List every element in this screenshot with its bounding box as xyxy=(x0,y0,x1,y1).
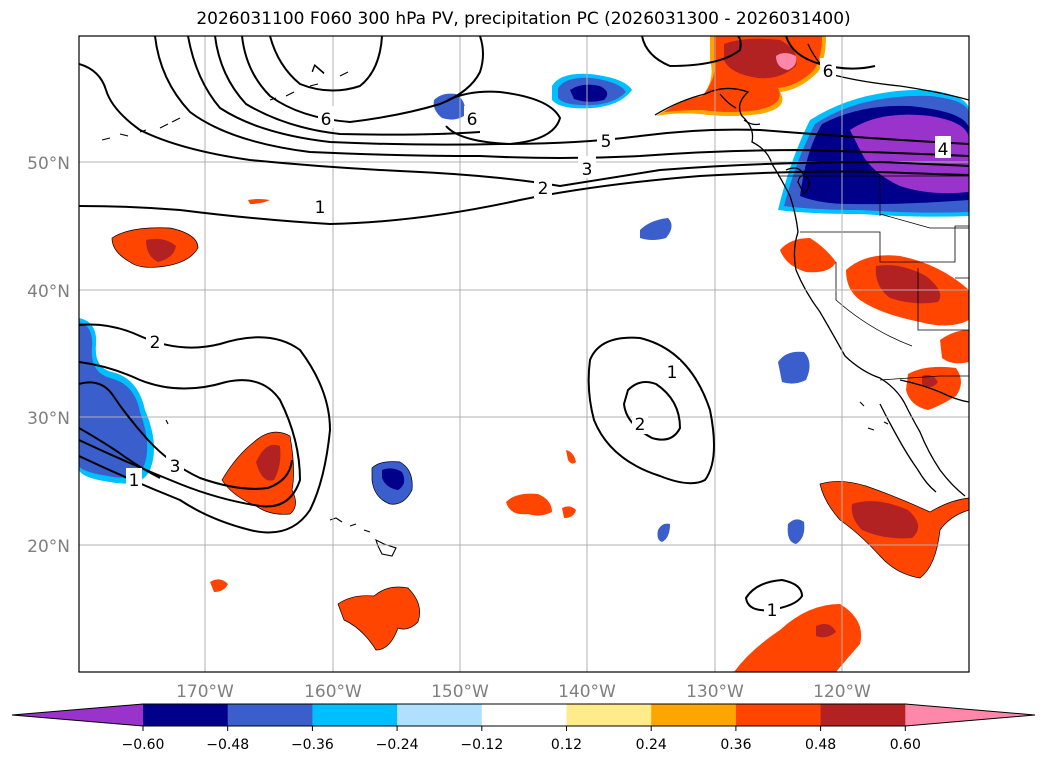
colorbar-tick-label: −0.36 xyxy=(291,737,334,753)
pv-label: 2 xyxy=(150,333,161,353)
map-title: 2026031100 F060 300 hPa PV, precipitatio… xyxy=(196,9,851,29)
pv-label: 2 xyxy=(538,179,549,199)
pv-label: 6 xyxy=(823,62,834,82)
pv-label: 1 xyxy=(315,198,326,218)
pv-label: 2 xyxy=(635,415,646,435)
lon-label-170w: 170°W xyxy=(176,682,234,702)
colorbar-segment xyxy=(397,704,483,726)
pv-label: 5 xyxy=(601,132,612,152)
lon-label-140w: 140°W xyxy=(558,682,616,702)
pv-contour-labels: 7 6 6 6 5 4 3 2 1 2 3 1 1 2 1 xyxy=(126,58,951,621)
pv-label: 6 xyxy=(467,110,478,130)
colorbar-segment xyxy=(735,704,822,726)
colorbar-tick-label: 0.24 xyxy=(636,737,667,753)
lat-label-50n: 50°N xyxy=(27,154,70,174)
lon-label-150w: 150°W xyxy=(431,682,489,702)
pv-label: 1 xyxy=(767,601,778,621)
colorbar-segment xyxy=(227,704,313,726)
colorbar-tick-label: 0.12 xyxy=(551,737,582,753)
colorbar-segment xyxy=(143,704,229,726)
colorbar-extend-low xyxy=(12,704,143,726)
pv-label: 1 xyxy=(667,363,678,383)
positive-anomaly-shading xyxy=(112,36,969,672)
colorbar-segment xyxy=(481,704,567,726)
lon-label-130w: 130°W xyxy=(686,682,744,702)
lat-label-20n: 20°N xyxy=(27,537,70,557)
map-frame xyxy=(78,35,970,673)
colorbar-tick-label: 0.36 xyxy=(720,737,751,753)
pv-label: 6 xyxy=(321,110,332,130)
colorbar-tick-label: 0.60 xyxy=(890,737,921,753)
political-boundaries xyxy=(778,175,969,381)
pv-label: 4 xyxy=(938,140,949,160)
map-area: 7 6 6 6 5 4 3 2 1 2 3 1 1 2 1 xyxy=(79,36,969,672)
colorbar-segment xyxy=(312,704,398,726)
latitude-labels: 50°N 40°N 30°N 20°N xyxy=(27,154,70,557)
longitude-labels: 170°W 160°W 150°W 140°W 130°W 120°W xyxy=(176,682,871,702)
pv-label: 3 xyxy=(170,457,181,477)
lon-label-120w: 120°W xyxy=(813,682,871,702)
colorbar-tick-label: 0.48 xyxy=(805,737,836,753)
colorbar-tick-label: −0.24 xyxy=(376,737,419,753)
colorbar-segment xyxy=(566,704,652,726)
colorbar: −0.60 −0.48 −0.36 −0.24 −0.12 0.12 0.24 0.36 0.4… xyxy=(11,703,1036,753)
colorbar-extend-high xyxy=(905,704,1035,726)
colorbar-tick-label: −0.60 xyxy=(122,737,165,753)
colorbar-segment xyxy=(651,704,737,726)
lat-label-30n: 30°N xyxy=(27,409,70,429)
pv-label: 1 xyxy=(129,471,140,491)
colorbar-tick-label: −0.12 xyxy=(460,737,503,753)
pv-label: 3 xyxy=(582,160,593,180)
pv-contours xyxy=(79,36,969,612)
colorbar-tick-label: −0.48 xyxy=(206,737,249,753)
lat-label-40n: 40°N xyxy=(27,282,70,302)
colorbar-segment xyxy=(820,704,906,726)
lon-label-160w: 160°W xyxy=(304,682,362,702)
